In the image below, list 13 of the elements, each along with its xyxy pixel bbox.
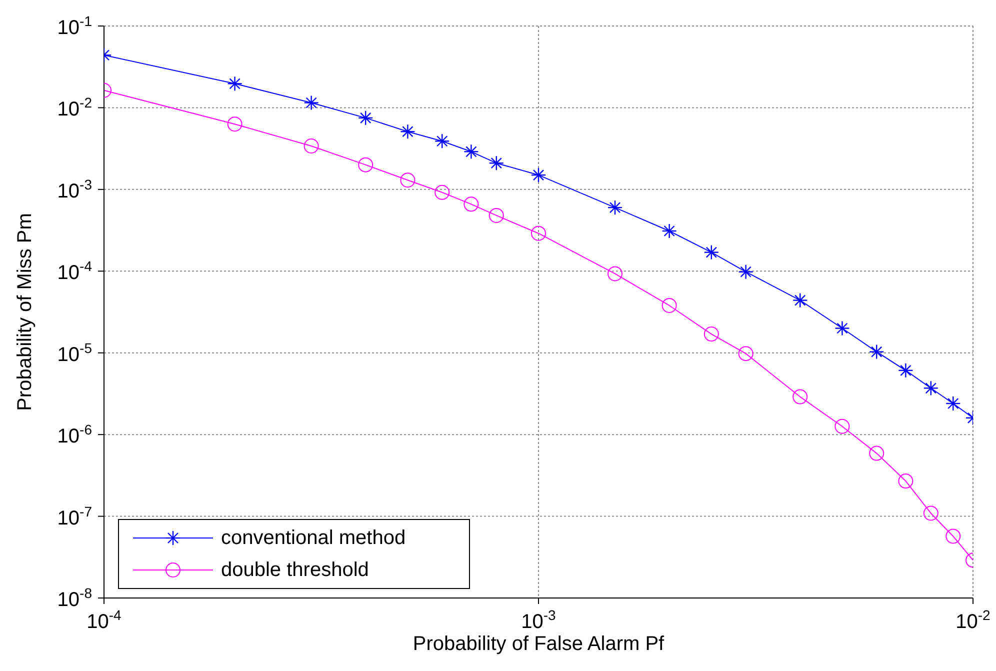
x-tick-label: 10$^{-2}$: [956, 607, 991, 633]
x-axis-title: Probability of False Alarm Pf: [412, 633, 665, 655]
y-tick-label: 10$^{-3}$: [57, 176, 92, 202]
y-tick-label: 10$^{-2}$: [57, 94, 92, 121]
x-tick-label: 10$^{-3}$: [521, 607, 556, 633]
legend-label: conventional method: [221, 526, 406, 550]
y-tick-label: 10$^{-7}$: [57, 503, 92, 530]
y-axis-title: Probability of Miss Pm: [14, 213, 36, 411]
legend-label: double threshold: [221, 558, 369, 582]
y-tick-label: 10$^{-1}$: [57, 13, 92, 39]
y-tick-label: 10$^{-4}$: [57, 258, 92, 284]
y-tick-label: 10$^{-5}$: [57, 340, 92, 366]
y-tick-label: 10$^{-6}$: [57, 422, 92, 448]
